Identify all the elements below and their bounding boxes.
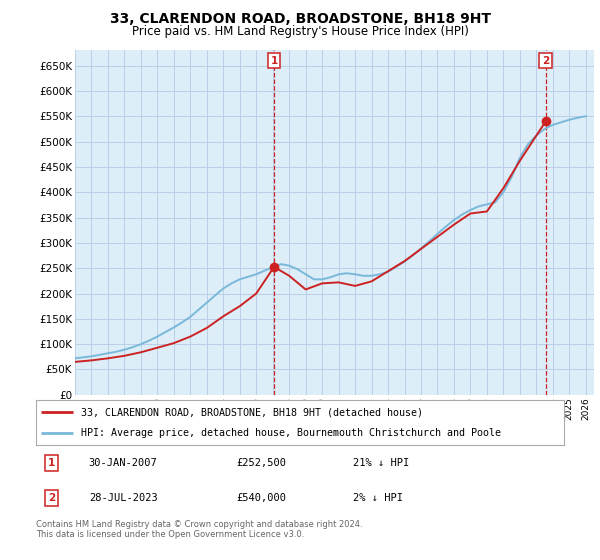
Text: 1: 1 xyxy=(271,55,278,66)
Text: 2% ↓ HPI: 2% ↓ HPI xyxy=(353,493,403,502)
Text: 33, CLARENDON ROAD, BROADSTONE, BH18 9HT: 33, CLARENDON ROAD, BROADSTONE, BH18 9HT xyxy=(110,12,491,26)
Text: HPI: Average price, detached house, Bournemouth Christchurch and Poole: HPI: Average price, detached house, Bour… xyxy=(81,428,501,438)
Text: 33, CLARENDON ROAD, BROADSTONE, BH18 9HT (detached house): 33, CLARENDON ROAD, BROADSTONE, BH18 9HT… xyxy=(81,408,423,418)
Text: 2: 2 xyxy=(542,55,550,66)
Text: Contains HM Land Registry data © Crown copyright and database right 2024.
This d: Contains HM Land Registry data © Crown c… xyxy=(36,520,362,539)
Text: 21% ↓ HPI: 21% ↓ HPI xyxy=(353,458,409,468)
Text: 2: 2 xyxy=(48,493,55,502)
Text: £252,500: £252,500 xyxy=(236,458,287,468)
Text: 30-JAN-2007: 30-JAN-2007 xyxy=(89,458,158,468)
Text: 1: 1 xyxy=(48,458,55,468)
Text: 28-JUL-2023: 28-JUL-2023 xyxy=(89,493,158,502)
Text: Price paid vs. HM Land Registry's House Price Index (HPI): Price paid vs. HM Land Registry's House … xyxy=(131,25,469,38)
Text: £540,000: £540,000 xyxy=(236,493,287,502)
